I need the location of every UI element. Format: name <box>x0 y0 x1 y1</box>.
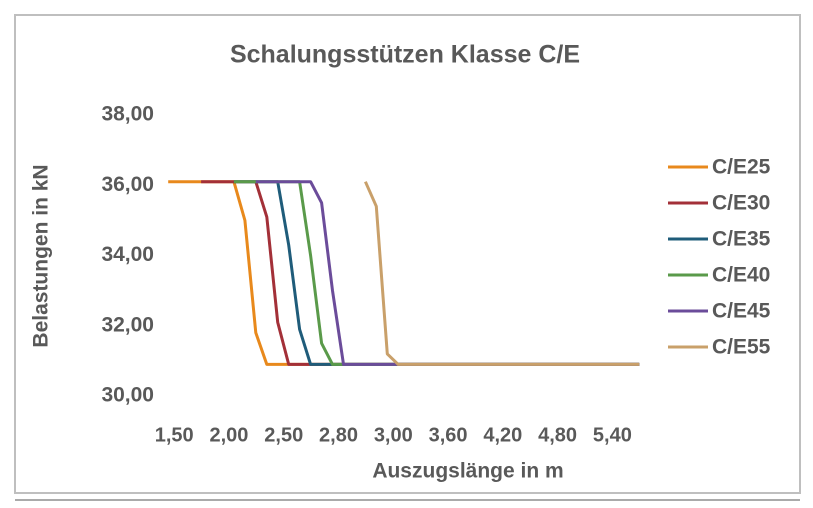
x-tick-label: 1,50 <box>155 424 194 446</box>
series-line <box>364 181 640 366</box>
x-tick-label: 3,60 <box>429 424 468 446</box>
y-axis-label: Belastungen in kN <box>30 164 53 347</box>
legend-label: C/E55 <box>712 336 771 359</box>
legend-label: C/E25 <box>712 156 771 179</box>
chart-frame <box>14 14 801 494</box>
legend-label: C/E35 <box>712 228 771 251</box>
y-tick-label: 38,00 <box>101 103 154 126</box>
x-tick-label: 2,50 <box>264 424 303 446</box>
x-tick-label: 4,80 <box>538 424 577 446</box>
y-tick-label: 30,00 <box>101 384 154 407</box>
y-tick-label: 32,00 <box>101 313 154 336</box>
x-tick-label: 2,00 <box>209 424 248 446</box>
legend-label: C/E30 <box>712 192 770 215</box>
legend-label: C/E45 <box>712 300 771 323</box>
legend-label: C/E40 <box>712 264 770 287</box>
x-tick-label: 4,20 <box>483 424 522 446</box>
y-tick-label: 36,00 <box>101 173 154 196</box>
x-tick-label: 5,40 <box>593 424 632 446</box>
y-tick-label: 34,00 <box>101 243 154 266</box>
x-tick-label: 3,00 <box>374 424 413 446</box>
x-axis-label: Auszugslänge in m <box>372 460 563 483</box>
chart-title: Schalungsstützen Klasse C/E <box>230 41 580 69</box>
x-tick-label: 2,80 <box>319 424 358 446</box>
